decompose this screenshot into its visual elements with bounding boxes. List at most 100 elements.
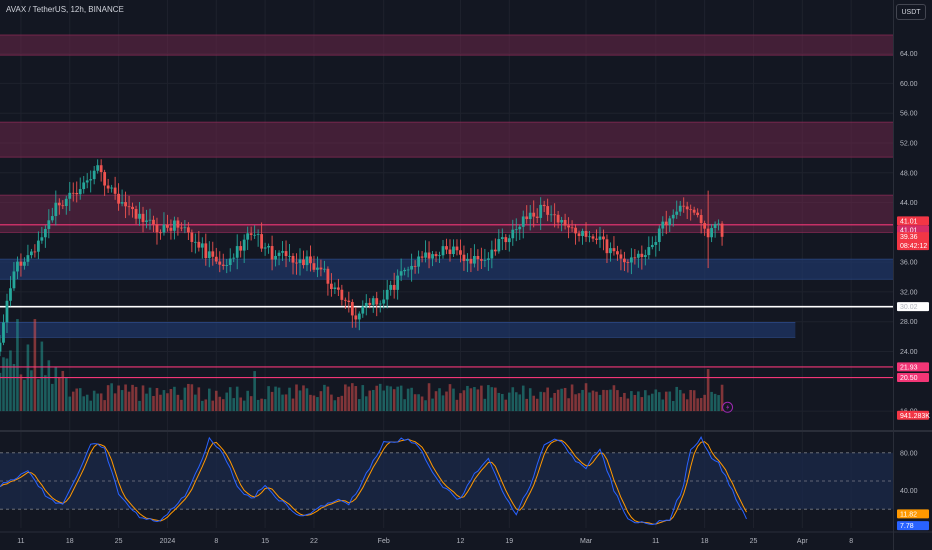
price-tick-label: 32.00	[900, 289, 918, 296]
candle-body	[270, 246, 274, 260]
volume-bar	[44, 375, 47, 412]
candle-body	[431, 254, 434, 259]
candle-body	[532, 212, 536, 217]
candle-body	[671, 214, 675, 219]
axis-labels: 64.00 60.00 56.00 52.00 48.00 44.00 36.00 32.00…	[17, 51, 930, 545]
volume-bar	[577, 393, 581, 412]
candle-body	[511, 229, 515, 239]
volume-bar	[47, 360, 51, 412]
volume-bar	[546, 387, 549, 412]
volume-bar	[612, 385, 616, 412]
candle-body	[9, 288, 12, 301]
volume-bar	[40, 341, 44, 412]
candle-body	[120, 202, 124, 204]
volume-bar	[539, 391, 542, 412]
volume-bar	[267, 386, 270, 412]
candles[interactable]	[0, 159, 724, 357]
volume-bar	[0, 372, 2, 412]
current-price-badge-text: 08:42:12	[900, 243, 927, 250]
volume-bar	[476, 389, 480, 412]
candle-body	[350, 302, 354, 316]
volume-bar	[720, 384, 724, 412]
candle-body	[479, 259, 483, 261]
volume-bar	[326, 386, 330, 412]
volume-bar	[357, 399, 361, 412]
volume-bar	[78, 388, 82, 412]
candle-body	[71, 192, 75, 194]
volume-bar	[166, 393, 169, 412]
candle-body	[678, 205, 682, 212]
date-tick-label: 18	[66, 538, 74, 545]
volume-bar	[692, 390, 696, 412]
candle-body	[720, 223, 724, 237]
candle-body	[323, 268, 326, 270]
candle-body	[155, 224, 159, 233]
candle-body	[542, 204, 546, 207]
volume-bar	[364, 396, 368, 412]
candle-body	[591, 236, 595, 239]
candle-body	[466, 258, 469, 261]
candle-body	[29, 251, 33, 256]
candle-body	[23, 261, 26, 266]
candle-body	[5, 300, 9, 323]
volume-bar	[403, 399, 406, 412]
volume-bar	[96, 393, 99, 412]
candle-body	[469, 258, 473, 264]
volume-bar	[560, 388, 563, 412]
volume-bar	[197, 387, 201, 412]
candle-body	[281, 251, 284, 253]
candle-body	[207, 251, 211, 259]
volume-bar	[284, 394, 288, 412]
volume-bar	[16, 319, 19, 412]
candle-body	[441, 246, 445, 256]
candle-body	[703, 223, 707, 229]
candle-body	[64, 198, 68, 206]
volume-bar	[549, 397, 553, 412]
date-tick-label: 11	[652, 538, 659, 545]
volume-bar	[507, 392, 511, 412]
candle-body	[654, 242, 658, 245]
volume-bar	[445, 391, 448, 412]
currency-button[interactable]: USDT	[896, 4, 926, 20]
volume-bar	[396, 386, 399, 412]
candle-body	[131, 206, 134, 210]
candle-body	[302, 259, 305, 266]
volume-bar	[518, 394, 522, 412]
candle-body	[640, 253, 644, 258]
candle-body	[521, 216, 525, 227]
candle-body	[124, 202, 127, 207]
volume-bar	[204, 399, 208, 412]
volume-bar	[169, 389, 173, 412]
volume-bar	[490, 387, 494, 412]
volume-bar	[225, 392, 229, 412]
candle-body	[78, 189, 82, 195]
candle-body	[260, 234, 264, 249]
volume-bar	[337, 396, 340, 412]
candle-body	[43, 228, 47, 238]
volume-bar	[469, 388, 473, 412]
candle-body	[197, 241, 201, 248]
candle-body	[629, 257, 633, 263]
volume-bar	[194, 394, 197, 412]
volume-bar	[466, 385, 469, 412]
candle-body	[19, 261, 23, 266]
candle-body	[378, 303, 382, 305]
candle-body	[713, 224, 717, 229]
candle-body	[61, 205, 65, 207]
candle-body	[692, 209, 696, 213]
candle-body	[239, 246, 243, 251]
candle-body	[166, 224, 169, 228]
resistance-zone	[0, 195, 893, 233]
candle-body	[152, 219, 155, 225]
volume-bar	[504, 399, 508, 412]
candle-body	[329, 283, 333, 290]
candle-body	[242, 239, 246, 251]
candle-body	[699, 215, 703, 224]
candle-body	[636, 253, 640, 258]
volume-bar	[703, 394, 706, 412]
candle-body	[113, 187, 117, 194]
candle-body	[396, 275, 400, 290]
candle-body	[459, 250, 462, 255]
